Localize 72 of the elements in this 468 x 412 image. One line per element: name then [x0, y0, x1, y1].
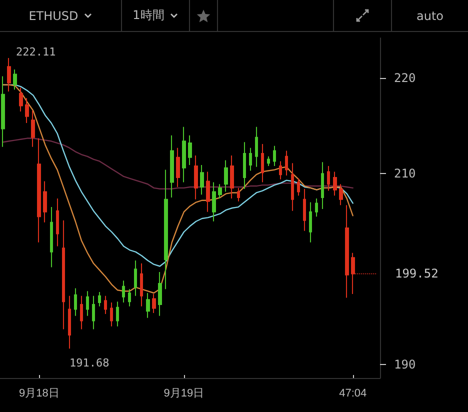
- candlestick: [327, 165, 330, 192]
- x-tick-label: 9月19日: [164, 388, 204, 400]
- candlestick: [68, 295, 71, 350]
- annotation: 191.68: [69, 356, 110, 370]
- candlestick: [140, 262, 143, 307]
- candlestick: [158, 271, 162, 316]
- line-series: [2, 138, 354, 190]
- candlestick: [116, 301, 119, 327]
- y-tick-label: 210: [394, 166, 416, 181]
- candlestick: [303, 188, 306, 232]
- candlestick: [92, 295, 95, 330]
- candlestick: [273, 145, 276, 166]
- candlestick: [243, 142, 246, 190]
- candlestick: [104, 295, 107, 315]
- candlestick: [297, 178, 300, 196]
- candlestick: [339, 184, 343, 206]
- x-tick-label: 47:04: [339, 388, 367, 400]
- candlestick: [50, 206, 53, 268]
- candlestick: [212, 182, 216, 222]
- candlestick: [74, 288, 77, 316]
- candlestick: [279, 160, 282, 180]
- candlestick: [128, 288, 131, 307]
- candlestick: [19, 87, 23, 112]
- candlestick: [25, 98, 29, 124]
- chart-title: ETHUSD: [28, 8, 78, 22]
- x-tick-label: 9月18日: [19, 388, 60, 400]
- candlestick: [321, 162, 324, 210]
- candlestick: [206, 171, 210, 212]
- candlestick: [37, 138, 41, 243]
- candlestick: [267, 156, 270, 166]
- candlestick: [230, 154, 234, 199]
- candlestick: [249, 147, 252, 172]
- candlestick: [31, 110, 35, 148]
- candlestick: [291, 162, 294, 212]
- y-tick-label: 220: [394, 71, 416, 86]
- candlestick: [255, 126, 258, 168]
- candlestick: [62, 220, 65, 330]
- y-tick-label: 190: [394, 358, 416, 372]
- candlestick: [345, 204, 349, 298]
- candlestick: [13, 69, 17, 90]
- candlestick: [43, 180, 47, 223]
- candlestick: [200, 164, 204, 196]
- candlestick: [176, 147, 180, 188]
- candlestick: [98, 292, 101, 307]
- candlestick: [170, 134, 174, 198]
- candlestick: [285, 150, 288, 176]
- candlestick: [182, 126, 186, 183]
- candlestick: [56, 198, 59, 247]
- candlestick: [237, 187, 240, 202]
- candlestick: [80, 295, 83, 330]
- candlestick: [333, 171, 337, 196]
- candlestick: [134, 260, 137, 296]
- ref-line-label: 199.52: [394, 266, 438, 281]
- text: auto: [416, 8, 444, 22]
- candlestick: [110, 302, 113, 327]
- candlestick: [315, 198, 318, 218]
- candlestick: [218, 184, 222, 199]
- candlestick: [188, 134, 192, 166]
- candlestick: [309, 202, 312, 243]
- annotation: 222.11: [16, 45, 56, 58]
- candlestick: [194, 154, 198, 200]
- candlestick: [261, 144, 264, 183]
- candlestick: [146, 292, 150, 318]
- candlestick: [86, 290, 89, 316]
- candlestick: [351, 252, 355, 294]
- candlestick: [224, 160, 228, 192]
- candlestick: [7, 57, 11, 92]
- candlestick: [152, 293, 156, 314]
- candlestick: [122, 280, 125, 304]
- candlestick: [1, 76, 5, 148]
- candlestick: [164, 169, 168, 290]
- text: 1時間: [132, 7, 164, 24]
